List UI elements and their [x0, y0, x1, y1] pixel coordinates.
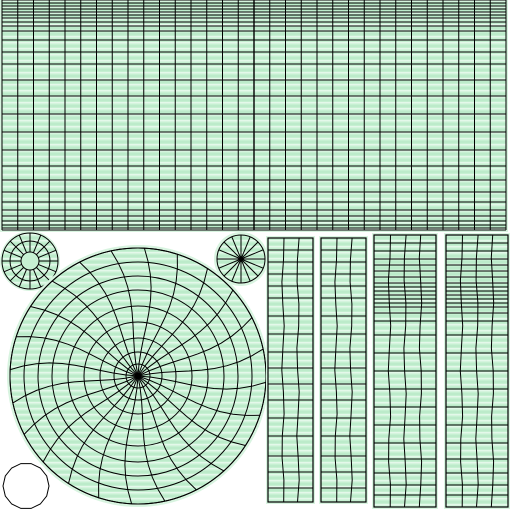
strip-col-line	[349, 237, 353, 503]
large-disc	[7, 245, 269, 507]
strip-3	[372, 233, 438, 509]
empty-circle	[2, 463, 50, 509]
large-disc-spoke	[137, 348, 264, 377]
large-disc-ring	[51, 289, 225, 463]
strip-fill	[320, 237, 367, 503]
large-disc-ring	[125, 363, 151, 389]
strip-col-line	[281, 237, 285, 503]
small-disc-left-spoke	[36, 240, 51, 255]
large-disc-spoke	[110, 250, 139, 377]
large-disc-spoke	[68, 375, 139, 484]
small-disc-left-spoke	[18, 234, 28, 253]
large-disc-spoke	[137, 375, 246, 446]
vertical-strips	[266, 233, 510, 509]
large-disc-spoke	[51, 280, 139, 377]
large-disc-spoke	[98, 375, 139, 498]
large-disc-spoke	[137, 375, 225, 472]
small-disc-left-spoke	[3, 263, 22, 273]
small-disc-left-spoke	[32, 234, 42, 253]
small-disc-left-hub	[20, 251, 40, 271]
strip-col-line	[296, 237, 300, 503]
small-disc-right-spoke	[231, 258, 242, 282]
large-disc-spoke	[137, 375, 266, 390]
small-disc-right	[214, 232, 268, 286]
small-disc-left-spoke	[36, 267, 51, 282]
large-disc-spoke	[79, 261, 139, 377]
small-disc-right-spoke	[240, 258, 264, 269]
large-disc-spoke	[12, 375, 139, 404]
large-disc-spoke	[137, 248, 152, 377]
small-disc-left-spoke	[9, 267, 24, 282]
large-disc-spoke	[16, 336, 139, 377]
small-disc-right-spoke	[218, 249, 242, 260]
small-disc-left-spoke	[18, 269, 28, 288]
strip-2	[319, 236, 368, 504]
large-disc-spoke	[124, 375, 139, 504]
large-disc-ring	[67, 305, 209, 447]
large-disc-spoke	[137, 375, 197, 491]
small-disc-right-spoke	[223, 258, 242, 277]
large-disc-spoke	[137, 289, 234, 377]
small-disc-left-spoke	[3, 249, 22, 259]
small-disc-right-spoke	[223, 241, 242, 260]
large-disc-spoke	[137, 254, 178, 377]
small-disc-right-spoke	[218, 258, 242, 269]
large-disc-ring	[23, 261, 253, 491]
large-disc-spoke	[137, 268, 208, 377]
small-disc-left-spoke	[38, 249, 57, 259]
large-disc-ring	[37, 275, 239, 477]
large-disc-spoke	[42, 375, 139, 463]
large-disc-spoke	[30, 306, 139, 377]
large-disc-spoke	[137, 317, 253, 377]
strip-fill	[267, 237, 314, 503]
empty-circle-outline	[2, 463, 50, 509]
small-disc-right-spoke	[240, 241, 259, 260]
large-disc-spoke	[23, 375, 139, 435]
small-disc-right-spoke	[240, 249, 264, 260]
top-panel-grid	[0, 0, 508, 232]
large-disc-spoke	[137, 375, 260, 416]
small-disc-right-spoke	[240, 258, 259, 277]
small-disc-right-spoke	[240, 258, 251, 282]
small-disc-right-spoke	[240, 236, 251, 260]
small-disc-left-spoke	[9, 240, 24, 255]
small-disc-left-spoke	[38, 263, 57, 273]
large-disc-ring	[113, 351, 163, 401]
small-disc-right-spoke	[231, 236, 242, 260]
large-disc-ring	[99, 337, 177, 415]
large-disc-spoke	[137, 375, 166, 502]
strip-4	[444, 233, 510, 509]
strip-col-line	[334, 237, 338, 503]
large-disc-ring	[83, 321, 193, 431]
small-disc-left	[0, 231, 60, 291]
strip-1	[266, 236, 315, 504]
large-disc-spoke	[10, 362, 139, 377]
small-disc-left-spoke	[32, 269, 42, 288]
